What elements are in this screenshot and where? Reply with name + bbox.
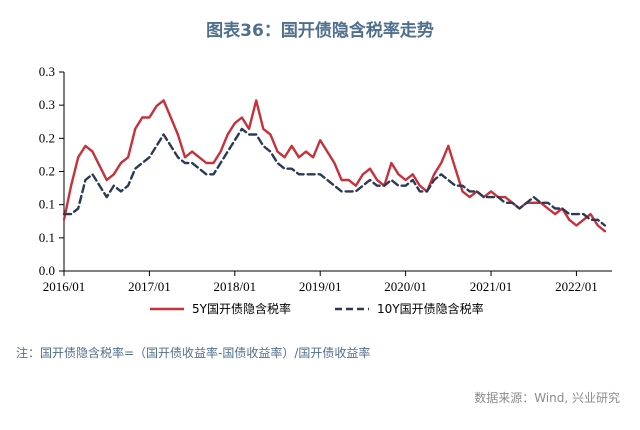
chart-axes: 0.0 0.1 0.1 0.2 0.2 0.3 0.3 2016/01 2017/01 2018/…: [39, 64, 612, 294]
series-line-10y: [62, 127, 607, 227]
y-tick-label: 0.2: [39, 130, 55, 145]
y-tick-label: 0.0: [39, 263, 55, 278]
y-tick-label: 0.2: [39, 164, 55, 179]
y-tick-label: 0.3: [39, 64, 55, 79]
chart: 0.0 0.1 0.1 0.2 0.2 0.3 0.3 2016/01 2017/01 2018/…: [39, 64, 612, 316]
y-tick-label: 0.1: [39, 230, 55, 245]
series-layer: [62, 99, 607, 233]
x-tick-label: 2021/01: [470, 279, 513, 294]
x-tick-label: 2016/01: [43, 279, 86, 294]
x-tick-label: 2019/01: [299, 279, 342, 294]
x-tick-label: 2018/01: [213, 279, 256, 294]
legend-label: 5Y国开债隐含税率: [192, 301, 291, 316]
y-tick-label: 0.1: [39, 197, 55, 212]
x-tick-label: 2020/01: [384, 279, 427, 294]
y-tick-label: 0.3: [39, 97, 55, 112]
legend-label: 10Y国开债隐含税率: [377, 301, 484, 316]
data-source: 数据来源：Wind, 兴业研究: [474, 391, 620, 405]
x-tick-label: 2017/01: [128, 279, 171, 294]
series-line-5y: [62, 99, 607, 233]
chart-title: 图表36：国开债隐含税率走势: [206, 21, 434, 41]
legend: 5Y国开债隐含税率 10Y国开债隐含税率: [150, 301, 484, 316]
footnote: 注：国开债隐含税率=（国开债收益率-国债收益率）/国开债收益率: [16, 346, 371, 360]
x-tick-label: 2022/01: [555, 279, 598, 294]
